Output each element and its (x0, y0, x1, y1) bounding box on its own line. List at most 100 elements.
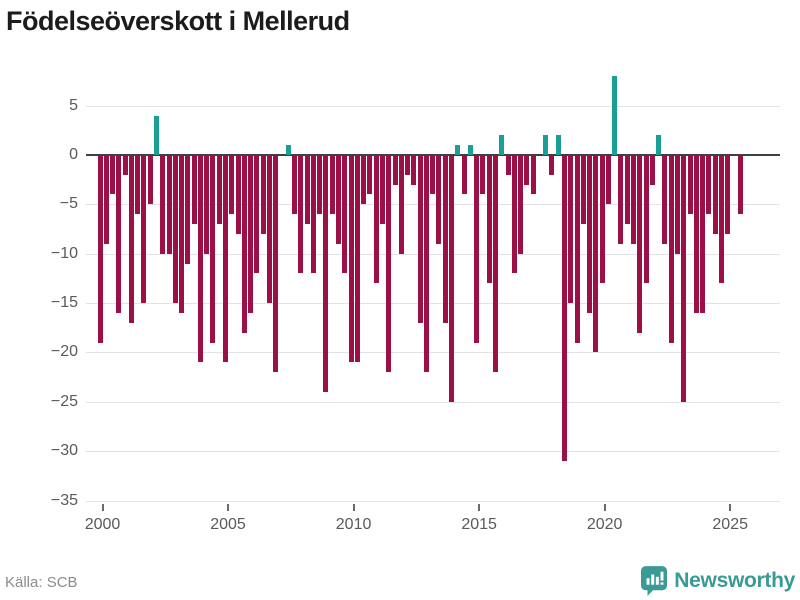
negative-quarter-bar (618, 155, 624, 244)
negative-quarter-bar (248, 155, 254, 313)
negative-quarter-bar (599, 155, 605, 284)
x-axis-tick-label: 2000 (84, 516, 121, 533)
source-label: Källa: SCB (5, 574, 78, 591)
negative-quarter-bar (298, 155, 304, 274)
negative-quarter-bar (229, 155, 235, 215)
negative-quarter-bar (411, 155, 417, 185)
positive-quarter-bar (543, 135, 549, 155)
brand-footer: Newsworthy (641, 566, 795, 596)
positive-quarter-bar (612, 76, 618, 155)
negative-quarter-bar (587, 155, 593, 313)
negative-quarter-bar (204, 155, 210, 254)
positive-quarter-bar (499, 135, 505, 155)
negative-quarter-bar (687, 155, 693, 215)
negative-quarter-bar (436, 155, 442, 244)
negative-quarter-bar (260, 155, 266, 234)
negative-quarter-bar (223, 155, 229, 363)
negative-quarter-bar (160, 155, 166, 254)
negative-quarter-bar (216, 155, 222, 225)
negative-quarter-bar (461, 155, 467, 195)
negative-quarter-bar (254, 155, 260, 274)
negative-quarter-bar (172, 155, 178, 304)
negative-quarter-bar (423, 155, 429, 373)
gridline (86, 500, 780, 502)
negative-quarter-bar (304, 155, 310, 225)
negative-quarter-bar (329, 155, 335, 215)
y-axis-tick-label: −5 (59, 195, 78, 213)
y-axis-tick-label: −10 (50, 244, 78, 262)
negative-quarter-bar (624, 155, 630, 225)
y-axis-tick-label: −30 (50, 442, 78, 460)
negative-quarter-bar (166, 155, 172, 254)
negative-quarter-bar (530, 155, 536, 195)
negative-quarter-bar (116, 155, 122, 313)
negative-quarter-bar (392, 155, 398, 185)
x-axis-tick-mark (352, 504, 355, 511)
positive-quarter-bar (467, 145, 473, 155)
y-axis-tick-label: −20 (50, 343, 78, 361)
negative-quarter-bar (336, 155, 342, 244)
x-axis-tick-mark (603, 504, 606, 511)
x-axis-tick-mark (729, 504, 732, 511)
negative-quarter-bar (518, 155, 524, 254)
negative-quarter-bar (700, 155, 706, 313)
negative-quarter-bar (110, 155, 116, 195)
negative-quarter-bar (354, 155, 360, 363)
negative-quarter-bar (141, 155, 147, 304)
x-axis-tick-mark (101, 504, 104, 511)
negative-quarter-bar (417, 155, 423, 323)
negative-quarter-bar (737, 155, 743, 215)
negative-quarter-bar (668, 155, 674, 343)
negative-quarter-bar (398, 155, 404, 254)
negative-quarter-bar (210, 155, 216, 343)
x-axis-tick-label: 2025 (712, 516, 748, 533)
negative-quarter-bar (693, 155, 699, 313)
negative-quarter-bar (674, 155, 680, 254)
negative-quarter-bar (367, 155, 373, 195)
gridline (86, 401, 780, 403)
negative-quarter-bar (505, 155, 511, 175)
negative-quarter-bar (317, 155, 323, 215)
negative-quarter-bar (386, 155, 392, 373)
negative-quarter-bar (361, 155, 367, 205)
negative-quarter-bar (405, 155, 411, 175)
negative-quarter-bar (273, 155, 279, 373)
negative-quarter-bar (561, 155, 567, 462)
negative-quarter-bar (681, 155, 687, 402)
negative-quarter-bar (712, 155, 718, 234)
negative-quarter-bar (574, 155, 580, 343)
brand-name: Newsworthy (674, 569, 795, 592)
newsworthy-logo-icon (641, 566, 668, 596)
negative-quarter-bar (524, 155, 530, 185)
gridline (86, 204, 780, 206)
y-axis-tick-label: −25 (50, 392, 78, 410)
gridline (86, 451, 780, 453)
negative-quarter-bar (649, 155, 655, 185)
negative-quarter-bar (486, 155, 492, 284)
negative-quarter-bar (342, 155, 348, 274)
gridline (86, 253, 780, 255)
y-axis-tick-label: 5 (69, 96, 78, 114)
negative-quarter-bar (323, 155, 329, 392)
x-axis-tick-label: 2005 (210, 516, 246, 533)
x-axis-tick-label: 2020 (586, 516, 623, 533)
negative-quarter-bar (147, 155, 153, 205)
gridline (86, 303, 780, 305)
positive-quarter-bar (455, 145, 461, 155)
negative-quarter-bar (241, 155, 247, 333)
negative-quarter-bar (310, 155, 316, 274)
negative-quarter-bar (568, 155, 574, 304)
negative-quarter-bar (235, 155, 241, 234)
positive-quarter-bar (656, 135, 662, 155)
positive-quarter-bar (285, 145, 291, 155)
negative-quarter-bar (135, 155, 141, 215)
negative-quarter-bar (662, 155, 668, 244)
positive-quarter-bar (153, 115, 159, 155)
negative-quarter-bar (179, 155, 185, 313)
gridline (86, 352, 780, 354)
x-axis-tick-mark (227, 504, 230, 511)
negative-quarter-bar (725, 155, 731, 234)
negative-quarter-bar (197, 155, 203, 363)
negative-quarter-bar (718, 155, 724, 284)
